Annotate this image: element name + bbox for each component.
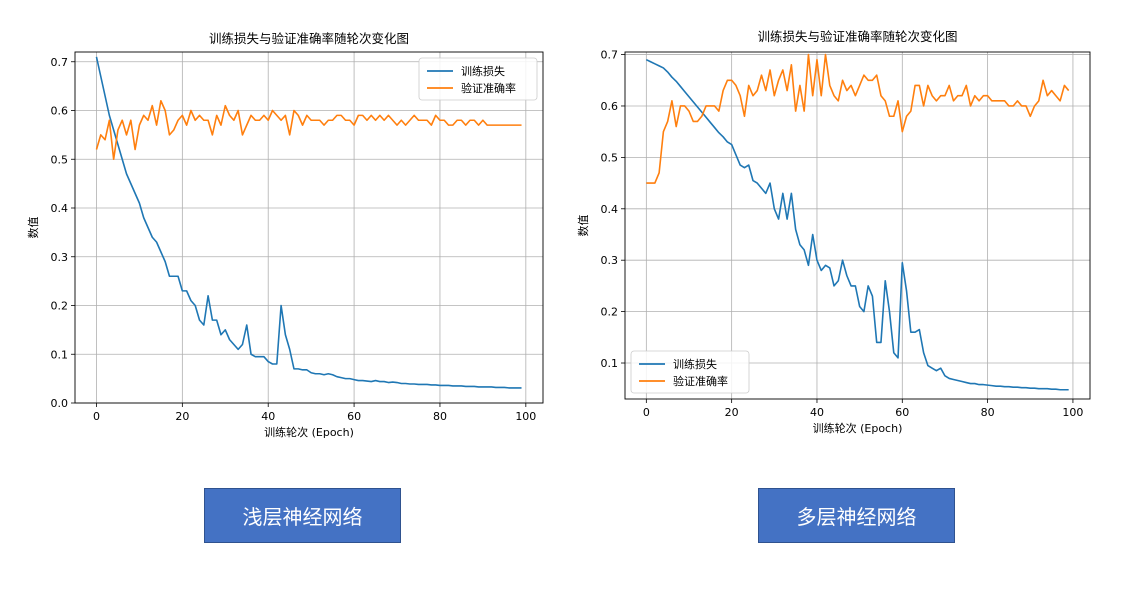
x-axis-label: 训练轮次 (Epoch) [264,425,354,439]
x-tick-label: 60 [895,406,909,419]
series-line-accuracy [646,53,1070,184]
y-tick-label: 0.0 [51,397,69,410]
grid [625,52,1090,399]
y-tick-label: 0.5 [601,151,619,164]
x-tick-label: 20 [175,410,189,423]
series [645,53,1070,391]
x-axis-label: 训练轮次 (Epoch) [813,421,903,435]
x-tick-label: 60 [347,410,361,423]
legend-label: 验证准确率 [461,81,516,95]
series-line-accuracy [95,99,522,161]
series-line-loss [95,56,522,389]
y-tick-label: 0.2 [51,300,69,313]
legend-label: 训练损失 [461,64,505,78]
x-tick-label: 40 [810,406,824,419]
x-tick-label: 100 [1062,406,1083,419]
x-tick-label: 20 [725,406,739,419]
series-line-loss [645,58,1069,391]
ticks: 0 20 40 60 80 100 0.0 0.1 0.2 0.3 0.4 0.5 0.6 0.7 [51,56,537,423]
y-tick-label: 0.4 [51,202,69,215]
series [95,56,522,389]
y-tick-label: 0.6 [601,100,619,113]
legend-label: 验证准确率 [673,374,728,388]
chart-title: 训练损失与验证准确率随轮次变化图 [209,31,409,46]
y-tick-label: 0.4 [601,203,619,216]
label-multilayer-network: 多层神经网络 [758,488,955,543]
y-tick-label: 0.1 [51,348,69,361]
y-tick-label: 0.1 [601,357,619,370]
x-tick-label: 100 [515,410,536,423]
y-tick-label: 0.2 [601,306,619,319]
y-tick-label: 0.6 [51,105,69,118]
x-tick-label: 40 [261,410,275,423]
x-tick-label: 0 [93,410,100,423]
y-tick-label: 0.5 [51,153,69,166]
x-tick-label: 80 [433,410,447,423]
plot-frame [624,51,1091,400]
legend-box [418,57,538,101]
legend-label: 训练损失 [673,357,717,371]
grid [75,52,543,404]
y-tick-label: 0.7 [51,56,69,69]
y-axis-label: 数值 [27,217,40,239]
y-tick-label: 0.3 [51,251,69,264]
y-axis-label: 数值 [577,215,590,237]
label-shallow-network: 浅层神经网络 [204,488,401,543]
chart-title: 训练损失与验证准确率随轮次变化图 [757,29,957,44]
x-tick-label: 80 [981,406,995,419]
y-tick-label: 0.7 [601,49,619,62]
chart-multilayer-network: 0 20 40 60 80 100 0.1 0.2 0.3 0.4 0.5 0.6 0.7 训练损失与验证… [577,29,1091,435]
y-tick-label: 0.3 [601,254,619,267]
x-tick-label: 0 [643,406,650,419]
ticks: 0 20 40 60 80 100 0.1 0.2 0.3 0.4 0.5 0.6 0.7 [601,49,1084,419]
chart-shallow-network: 0 20 40 60 80 100 0.0 0.1 0.2 0.3 0.4 0.5 0.6 0.7 训练损失… [27,31,544,439]
plot-frame [74,51,544,404]
legend-box [630,350,750,394]
